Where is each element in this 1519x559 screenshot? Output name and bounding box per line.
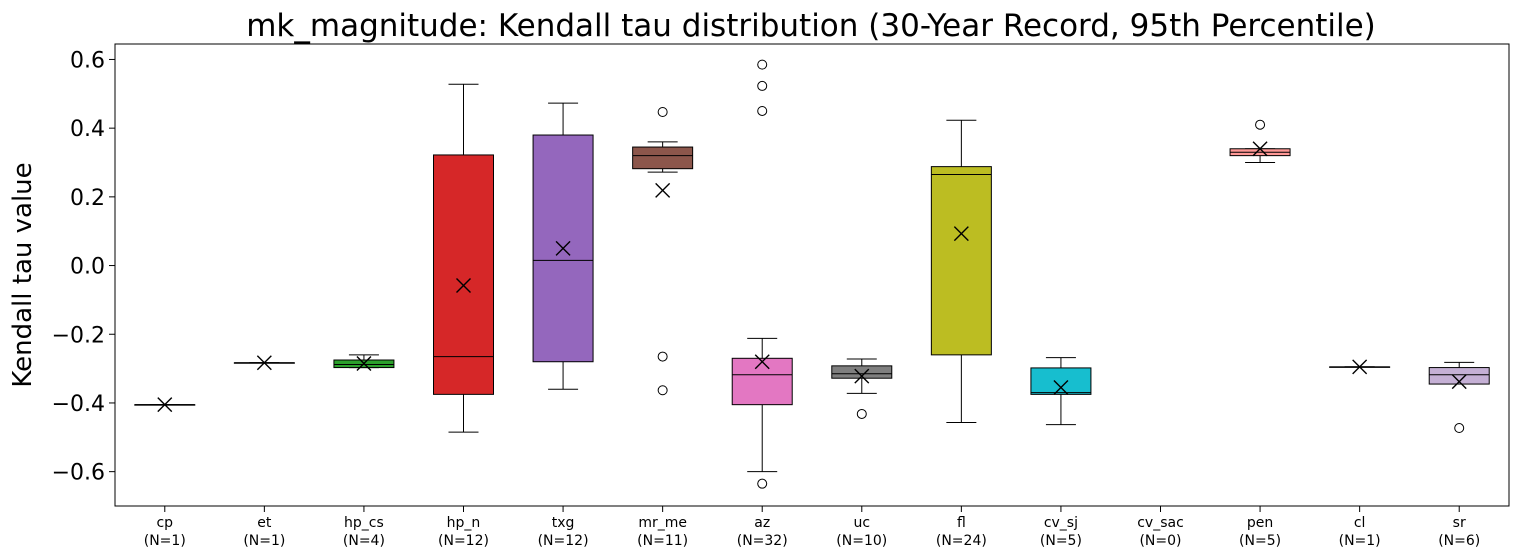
x-tick-label: cv_sj xyxy=(1044,515,1078,531)
x-tick-count: (N=1) xyxy=(243,533,285,549)
x-tick-label: sr xyxy=(1453,515,1466,531)
x-tick-label: cl xyxy=(1354,515,1366,531)
y-tick-label: 0.4 xyxy=(70,117,105,142)
mean-marker-stroke xyxy=(157,397,173,413)
mean-marker-stroke xyxy=(256,355,272,371)
x-tick-label: hp_cs xyxy=(344,515,384,531)
box-group-cv-sj xyxy=(1030,357,1092,426)
mean-marker xyxy=(1352,359,1368,375)
mean-marker xyxy=(555,240,571,256)
y-axis-label: Kendall tau value xyxy=(8,162,38,387)
x-tick-label: et xyxy=(257,515,272,531)
mean-marker-stroke xyxy=(555,240,571,256)
outlier-point xyxy=(757,105,768,116)
chart-title: mk_magnitude: Kendall tau distribution (… xyxy=(246,8,1376,44)
x-tick-label: cp xyxy=(156,515,173,531)
x-tick-count: (N=4) xyxy=(343,533,385,549)
outlier-point xyxy=(657,107,668,118)
y-tick-label: 0.2 xyxy=(70,186,105,211)
x-tick-label: az xyxy=(754,515,770,531)
outlier-point xyxy=(657,351,668,362)
iqr-box xyxy=(632,146,694,170)
mean-marker-stroke xyxy=(1352,359,1368,375)
x-tick-count: (N=11) xyxy=(637,533,688,549)
x-tick-count: (N=1) xyxy=(1339,533,1381,549)
box-group-cp xyxy=(134,397,196,413)
x-tick-count: (N=32) xyxy=(737,533,788,549)
x-tick-count: (N=0) xyxy=(1139,533,1181,549)
outlier-point xyxy=(856,408,867,419)
outlier-point xyxy=(757,59,768,70)
mean-marker-stroke xyxy=(1053,379,1069,395)
mean-marker xyxy=(953,226,969,242)
mean-marker xyxy=(754,354,770,370)
mean-marker xyxy=(157,397,173,413)
x-tick-count: (N=5) xyxy=(1040,533,1082,549)
x-tick-count: (N=24) xyxy=(936,533,987,549)
mean-marker xyxy=(1252,141,1268,157)
box-group-hp-n xyxy=(433,83,494,433)
x-tick-label: mr_me xyxy=(638,515,687,531)
x-tick-label: txg xyxy=(552,515,575,531)
outlier-point xyxy=(657,385,668,396)
iqr-box xyxy=(433,154,494,395)
box-group-fl xyxy=(930,119,992,424)
mean-marker-stroke xyxy=(854,368,870,384)
box-group-mr-me xyxy=(632,107,694,396)
y-tick-label: −0.4 xyxy=(52,392,105,417)
x-tick-label: uc xyxy=(853,515,870,531)
outlier-point xyxy=(757,478,768,489)
box-group-sr xyxy=(1428,361,1490,434)
mean-marker xyxy=(256,355,272,371)
x-tick-label: cv_sac xyxy=(1137,515,1184,531)
y-tick-label: −0.6 xyxy=(52,461,105,486)
y-tick-label: 0.0 xyxy=(70,255,105,280)
iqr-box xyxy=(1030,367,1092,395)
mean-marker-stroke xyxy=(456,277,471,293)
box-group-cl xyxy=(1329,359,1391,375)
box-group-az xyxy=(731,59,793,489)
x-tick-count: (N=5) xyxy=(1239,533,1281,549)
x-tick-label: fl xyxy=(957,515,966,531)
mean-marker xyxy=(1451,374,1467,390)
x-tick-count: (N=1) xyxy=(144,533,186,549)
box-group-txg xyxy=(532,102,594,390)
mean-marker-stroke xyxy=(1451,374,1467,390)
outlier-point xyxy=(1454,423,1465,434)
box-group-pen xyxy=(1229,119,1291,164)
y-tick-label: −0.2 xyxy=(52,323,105,348)
mean-marker-stroke xyxy=(655,182,671,198)
iqr-box xyxy=(831,365,893,379)
mean-marker-stroke xyxy=(754,354,770,370)
iqr-box xyxy=(1428,367,1490,385)
box-group-uc xyxy=(831,358,893,419)
outlier-point xyxy=(757,80,768,91)
plot-area xyxy=(134,59,1490,489)
outlier-point xyxy=(1255,119,1266,130)
axes: −0.6 −0.4 −0.2 0.0 0.2 0.4 0.6 cp (N=1) et (N=1) hp… xyxy=(52,48,1481,549)
plot-frame xyxy=(114,43,1510,507)
x-tick-count: (N=6) xyxy=(1438,533,1480,549)
box-group-hp-cs xyxy=(333,354,395,371)
mean-marker xyxy=(854,368,870,384)
mean-marker-stroke xyxy=(356,355,372,371)
mean-marker xyxy=(356,355,372,371)
x-tick-count: (N=12) xyxy=(538,533,589,549)
x-tick-label: pen xyxy=(1247,515,1273,531)
x-tick-label: hp_n xyxy=(447,515,481,531)
mean-marker xyxy=(655,182,671,198)
mean-marker-stroke xyxy=(953,226,969,242)
iqr-box xyxy=(930,166,992,356)
box-group-et xyxy=(233,355,295,371)
y-tick-label: 0.6 xyxy=(70,48,105,73)
x-tick-count: (N=10) xyxy=(836,533,887,549)
iqr-box xyxy=(731,357,793,406)
mean-marker-stroke xyxy=(1252,141,1268,157)
mean-marker xyxy=(1053,379,1069,395)
mean-marker xyxy=(456,277,471,293)
x-tick-count: (N=12) xyxy=(438,533,489,549)
